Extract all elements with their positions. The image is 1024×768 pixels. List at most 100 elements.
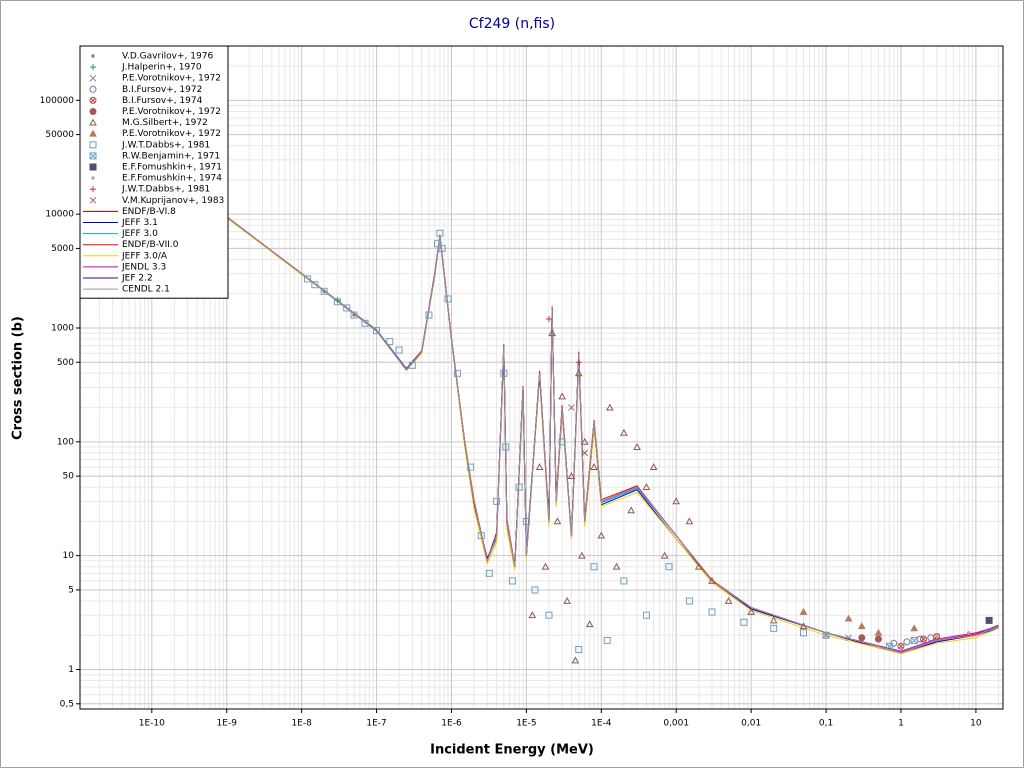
point: [845, 634, 852, 642]
y-tick-label: 5000: [51, 244, 74, 254]
point-part: [311, 281, 319, 289]
point: [545, 611, 553, 619]
point: [553, 517, 562, 525]
point-part: [885, 642, 893, 650]
point: [578, 551, 586, 559]
x-tick-label: 0,01: [741, 719, 761, 729]
x-tick-label: 1E-5: [516, 719, 536, 729]
y-tick-label: 10: [63, 551, 75, 561]
point-part: [886, 642, 893, 650]
point-part: [685, 517, 694, 525]
point-part: [548, 329, 556, 337]
point: [575, 645, 583, 653]
point-part: [578, 551, 586, 559]
point-part: [590, 463, 598, 470]
point-part: [857, 622, 866, 630]
point-part: [515, 483, 523, 491]
legend-marker-part: [89, 152, 97, 160]
point-part: [433, 240, 441, 248]
point: [567, 472, 576, 480]
point: [799, 622, 808, 630]
point-part: [822, 631, 830, 639]
point: [493, 497, 501, 505]
point: [633, 443, 641, 450]
point-part: [444, 295, 452, 303]
point: [531, 586, 539, 594]
point: [508, 577, 516, 585]
point-part: [575, 645, 583, 653]
point-part: [633, 443, 641, 450]
point: [708, 576, 716, 584]
y-tick-label: 50: [63, 472, 75, 482]
legend-marker: [89, 85, 97, 93]
point: [910, 624, 919, 632]
point-part: [535, 463, 544, 470]
point-part: [665, 563, 673, 571]
legend-label: JEFF 3.0/A: [121, 251, 168, 261]
point-part: [541, 562, 550, 570]
point: [453, 369, 461, 377]
point: [770, 624, 778, 632]
point: [910, 636, 918, 644]
point: [515, 483, 523, 491]
point-part: [581, 449, 589, 457]
legend-marker-part: [91, 176, 95, 180]
x-tick-label: 1E-10: [139, 719, 165, 729]
y-tick-label: 500: [57, 358, 74, 368]
point-part: [606, 403, 614, 411]
point-part: [304, 275, 312, 283]
point-part: [320, 287, 328, 295]
point: [603, 636, 611, 644]
point: [333, 298, 341, 306]
legend-marker: [89, 196, 97, 204]
point: [590, 563, 598, 571]
legend-marker-part: [89, 85, 97, 93]
legend-marker: [89, 118, 97, 126]
legend-label: V.D.Gavrilov+, 1976: [122, 52, 213, 62]
point-part: [522, 517, 530, 525]
point: [477, 532, 485, 540]
point-part: [898, 643, 904, 649]
point-part: [903, 638, 911, 646]
legend-label: B.I.Fursov+, 1972: [122, 85, 202, 95]
point: [528, 611, 537, 619]
point: [571, 656, 580, 664]
legend-marker: [89, 74, 97, 82]
point-part: [438, 244, 446, 252]
point-part: [408, 361, 416, 369]
point-part: [874, 628, 883, 636]
chart-title: Cf249 (n,fis): [469, 16, 555, 32]
legend-marker: [91, 176, 95, 180]
x-tick-label: 1E-9: [217, 719, 238, 729]
point: [935, 633, 939, 637]
point: [438, 244, 446, 252]
point: [612, 562, 621, 570]
x-tick-label: 1E-4: [591, 719, 612, 729]
point: [343, 304, 351, 312]
point: [350, 311, 358, 319]
point-part: [467, 463, 475, 471]
point: [897, 642, 905, 650]
point-part: [708, 576, 716, 584]
point-part: [558, 392, 566, 400]
point: [747, 607, 755, 615]
legend-marker-part: [89, 141, 97, 149]
legend-label: ENDF/B-VI.8: [122, 207, 176, 217]
point: [620, 428, 628, 436]
y-tick-label: 5: [68, 585, 74, 595]
point-part: [660, 551, 669, 559]
legend-label: J.Halperin+, 1970: [121, 63, 202, 73]
point: [858, 634, 866, 642]
point-part: [563, 596, 572, 604]
point-part: [574, 369, 583, 377]
point-part: [502, 443, 510, 451]
point: [769, 616, 778, 624]
x-tick-label: 0,001: [663, 719, 689, 729]
point-part: [685, 597, 693, 605]
point-part: [649, 463, 658, 470]
point: [500, 369, 508, 377]
point-part: [844, 614, 853, 622]
point-part: [966, 631, 971, 635]
point-part: [322, 289, 326, 294]
point-part: [500, 369, 508, 377]
